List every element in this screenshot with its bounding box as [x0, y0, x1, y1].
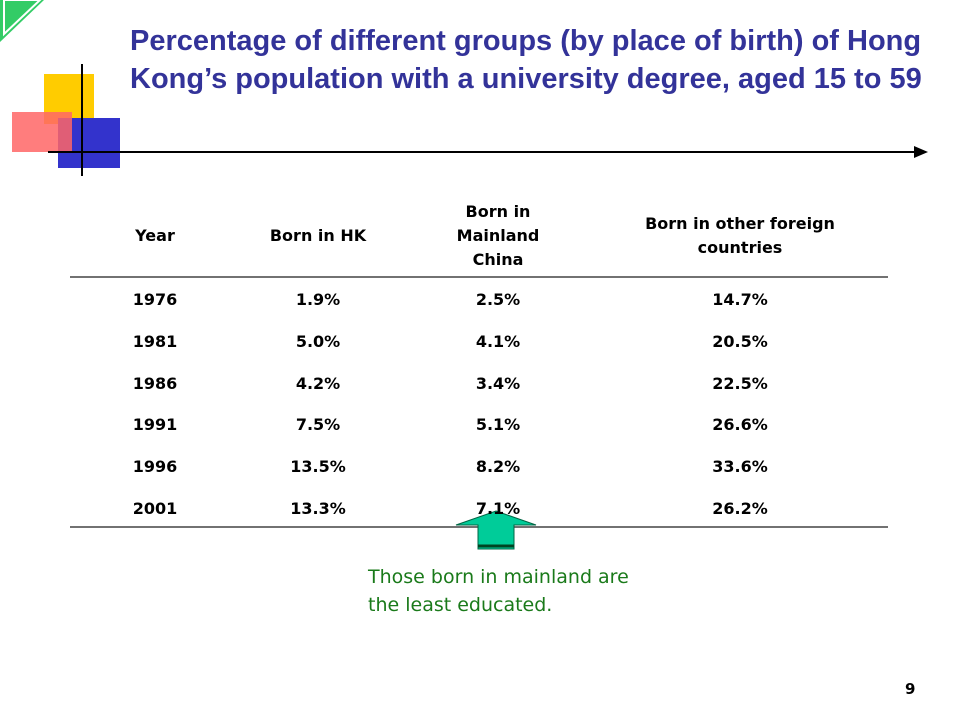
table-cell: 1.9%	[295, 290, 341, 309]
column-header: Year	[135, 226, 175, 245]
table-cell: 13.5%	[290, 457, 346, 477]
table-cell: 4.2%	[295, 373, 341, 393]
table-cell: 5.1%	[475, 415, 521, 435]
column-header: Born in Mainland China	[456, 202, 540, 269]
table-cell: 3.4%	[475, 373, 521, 393]
table-cell: 22.5%	[712, 373, 768, 393]
table-cell: 33.6%	[712, 457, 768, 477]
table-cell: 26.6%	[712, 415, 768, 435]
slide-title: Percentage of different groups (by place…	[130, 25, 922, 95]
table-cell: 1996	[132, 457, 178, 477]
page-number: 9	[905, 680, 916, 698]
table-cell: 7.1%	[475, 499, 521, 518]
table-cell: 8.2%	[475, 457, 521, 477]
column-header: Born in other foreign countries	[645, 214, 835, 257]
table-cell: 26.2%	[712, 499, 768, 518]
red-square	[12, 112, 72, 152]
corner-triangle	[0, 0, 44, 42]
table-cell: 1991	[132, 415, 178, 435]
table-cell: 4.1%	[475, 331, 521, 351]
corner-triangle-inner	[3, 0, 42, 37]
table-cell: 14.7%	[712, 290, 768, 309]
table-cell: 20.5%	[712, 331, 768, 351]
table-cell: 1976	[132, 290, 178, 309]
column-header: Born in HK	[269, 226, 367, 245]
rule-arrowhead	[914, 146, 928, 158]
annotation: Those born in mainland are the least edu…	[368, 566, 629, 616]
table-cell: 13.3%	[290, 499, 346, 518]
table-cell: 1986	[132, 373, 178, 393]
table-cell: 2001	[132, 499, 178, 518]
callout-arrow	[455, 510, 537, 550]
table-cell: 2.5%	[475, 290, 521, 309]
table-cell: 7.5%	[295, 415, 341, 435]
table-cell: 5.0%	[295, 331, 341, 351]
table-cell: 1981	[132, 331, 178, 351]
